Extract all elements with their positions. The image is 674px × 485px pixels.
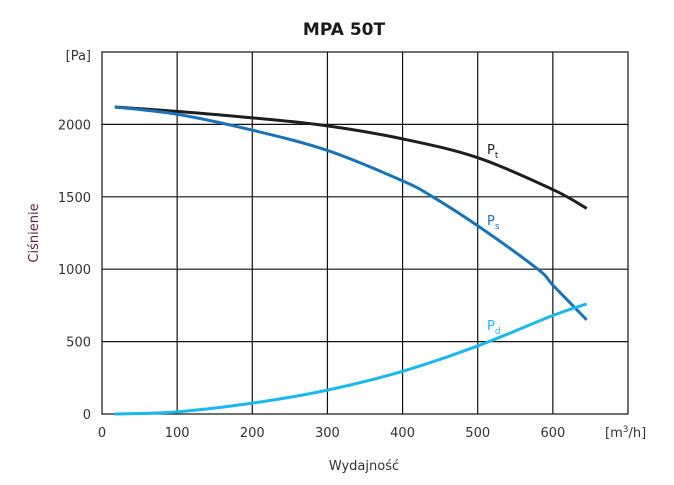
y-tick-label: 1500	[58, 191, 91, 206]
y-tick-labels: 0 500 1000 1500 2000	[58, 118, 91, 423]
series-label-ps: Ps	[487, 214, 500, 232]
x-tick-label: 100	[165, 426, 190, 441]
y-tick-label: 2000	[58, 118, 91, 133]
plot-frame	[101, 51, 629, 415]
x-tick-label: 400	[390, 426, 415, 441]
x-unit-label: [m3/h]	[605, 425, 646, 441]
y-tick-label: 1000	[58, 263, 91, 278]
series-label-pt: Pt	[487, 143, 499, 161]
y-tick-label: 500	[66, 336, 91, 351]
x-tick-label: 200	[240, 426, 265, 441]
grid	[101, 51, 629, 415]
series-line-pt	[114, 105, 588, 210]
x-tick-label: 300	[315, 426, 340, 441]
series-line-pd	[114, 302, 588, 416]
y-axis-label: Ciśnienie	[27, 203, 42, 262]
series-group	[114, 105, 588, 416]
series-line-ps	[114, 105, 588, 321]
y-unit-label: [Pa]	[66, 49, 91, 64]
x-tick-labels: 0 100 200 300 400 500 600	[98, 426, 565, 441]
x-tick-label: 500	[465, 426, 490, 441]
x-axis-label: Wydajność	[329, 459, 399, 474]
x-tick-label: 0	[98, 426, 106, 441]
y-tick-label: 0	[83, 408, 91, 423]
chart-title: MPA 50T	[303, 20, 386, 40]
series-label-pd: Pd	[487, 319, 501, 337]
x-tick-label: 600	[540, 426, 565, 441]
